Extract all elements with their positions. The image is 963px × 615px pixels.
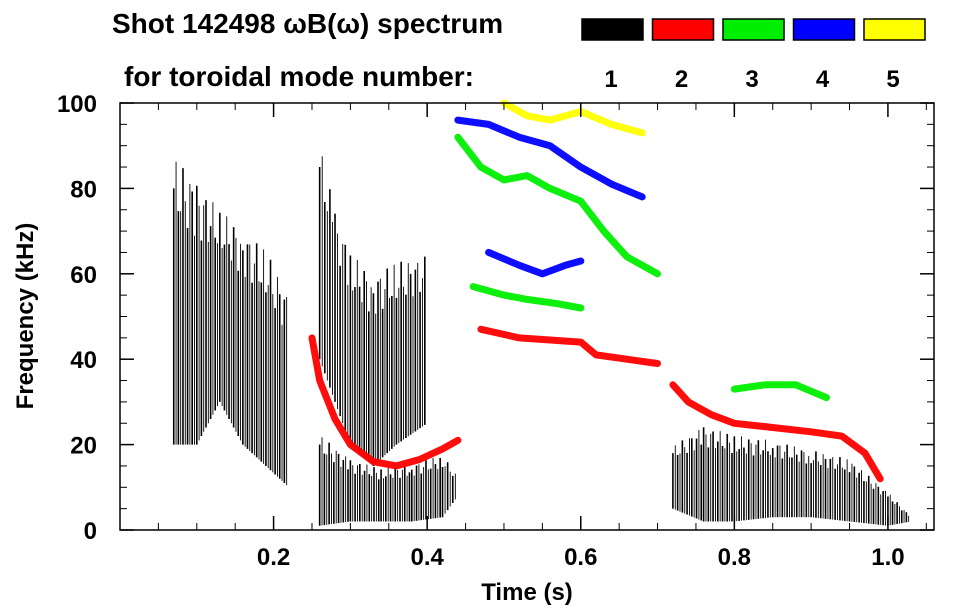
legend-swatch-mode-1 [581, 18, 644, 41]
mode-3-trace [730, 381, 830, 402]
mode-4-series-11 [485, 248, 585, 278]
x-tick-label: 0.8 [718, 544, 751, 571]
mode-2-trace [669, 381, 884, 483]
mode-2-trace [477, 325, 661, 367]
mode-1-series-3 [672, 427, 910, 526]
x-tick-label: 0.6 [564, 544, 597, 571]
y-tick-label: 100 [57, 91, 97, 118]
chart-title-line1: Shot 142498 ωB(ω) spectrum [112, 8, 503, 39]
legend-label-mode-1: 1 [604, 66, 617, 93]
legend-swatch-mode-3 [722, 18, 785, 41]
mode-4-trace [454, 116, 646, 201]
chart-title-line2: for toroidal mode number: [124, 61, 474, 92]
y-tick-label: 40 [70, 347, 97, 374]
legend-swatch-mode-4 [792, 18, 856, 41]
mode-1-series-1 [318, 156, 426, 466]
mode-2-series-5 [477, 325, 661, 367]
x-axis-label: Time (s) [481, 579, 573, 606]
plot-area: 0.2 0.4 0.6 0.8 1.0 0 20 40 60 80 100 [57, 91, 935, 571]
mode-3-trace [454, 133, 661, 278]
legend-label-mode-4: 4 [816, 66, 830, 93]
mode-3-trace [469, 283, 585, 312]
legend-label-mode-2: 2 [675, 66, 688, 93]
mode-1-series-2 [318, 437, 456, 526]
y-axis-label: Frequency (kHz) [12, 223, 39, 410]
legend-swatch-mode-2 [651, 18, 715, 41]
mode-5-series-12 [500, 99, 646, 137]
legend-swatch-mode-5 [863, 18, 926, 41]
mode-4-series-10 [454, 116, 646, 201]
y-tick-label: 60 [70, 262, 97, 289]
mode-2-series-6 [669, 381, 884, 483]
y-tick-label: 20 [70, 433, 97, 460]
mode-3-series-7 [454, 133, 661, 278]
mode-4-trace [485, 248, 585, 278]
mode-3-series-8 [469, 283, 585, 312]
mode-2-series-4 [308, 334, 462, 470]
legend-label-mode-3: 3 [745, 66, 758, 93]
mode-2-trace [308, 334, 462, 470]
legend: 1 2 3 4 5 [581, 18, 926, 93]
mode-5-trace [500, 99, 646, 137]
x-tick-label: 0.2 [257, 544, 290, 571]
x-tick-label: 0.4 [410, 544, 444, 571]
mode-3-series-9 [730, 381, 830, 402]
legend-label-mode-5: 5 [886, 66, 899, 93]
y-tick-label: 0 [84, 518, 97, 545]
y-tick-label: 80 [70, 176, 97, 203]
mode-1-series-0 [172, 161, 288, 486]
x-tick-label: 1.0 [871, 544, 904, 571]
